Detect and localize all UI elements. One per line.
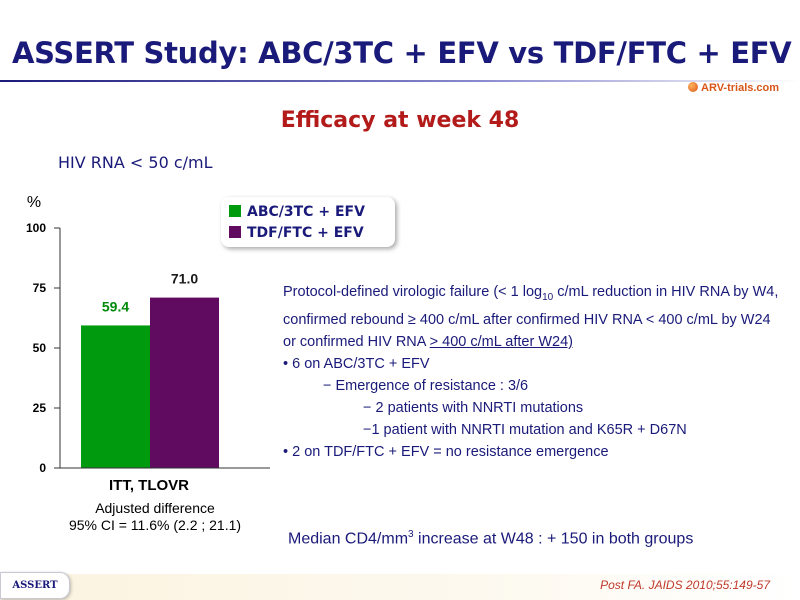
bullet-abc: • 6 on ABC/3TC + EFV	[283, 355, 430, 372]
adjusted-difference: Adjusted difference 95% CI = 11.6% (2.2 …	[40, 500, 270, 534]
chart-title: HIV RNA < 50 c/mL	[58, 153, 213, 172]
failure-text-b: c/mL reduction in HIV RNA by W4, confirm…	[283, 284, 779, 350]
bar-tdf-ftc-efv	[150, 297, 219, 468]
footer-bar	[0, 574, 800, 600]
category-label: ITT, TLOVR	[109, 477, 189, 494]
legend-label-tdf: TDF/FTC + EFV	[247, 225, 364, 241]
failure-definition: Protocol-defined virologic failure (< 1 …	[283, 281, 783, 353]
median-text-a: Median CD4/mm	[288, 530, 409, 548]
y-tick-label-50: 50	[33, 341, 47, 355]
bar-value-label-tdf: 71.0	[171, 271, 198, 287]
median-cd4-note: Median CD4/mm3 increase at W48 : + 150 i…	[288, 529, 693, 548]
virologic-failure-notes: Protocol-defined virologic failure (< 1 …	[283, 281, 783, 463]
median-superscript: 3	[408, 529, 414, 540]
bullet-resistance: − Emergence of resistance : 3/6	[323, 377, 529, 394]
y-axis-label: %	[27, 194, 41, 211]
title-rule	[0, 80, 800, 82]
failure-text-a: Protocol-defined virologic failure (< 1 …	[283, 284, 543, 300]
slide-title: ASSERT Study: ABC/3TC + EFV vs TDF/FTC +…	[12, 36, 792, 70]
bullet-tdf: • 2 on TDF/FTC + EFV = no resistance eme…	[283, 443, 609, 460]
log-subscript: 10	[542, 291, 554, 303]
citation: Post FA. JAIDS 2010;55:149-57	[600, 578, 770, 592]
assert-tab: ASSERT	[0, 572, 70, 599]
adjusted-line1: Adjusted difference	[95, 500, 215, 516]
y-tick-label-0: 0	[39, 461, 46, 475]
bar-value-label-abc: 59.4	[102, 298, 129, 314]
slide-subtitle: Efficacy at week 48	[280, 108, 520, 133]
logo-text: ARV-trials.com	[701, 82, 780, 94]
bullet-nnrti: − 2 patients with NNRTI mutations	[363, 399, 584, 416]
arv-trials-logo: ARV-trials.com	[688, 82, 779, 94]
median-text-b: increase at W48 : + 150 in both groups	[413, 530, 694, 548]
legend-swatch-tdf	[229, 226, 241, 238]
failure-text-ge: > 400 c/mL after W24)	[429, 333, 573, 350]
chart-legend: ABC/3TC + EFV TDF/FTC + EFV	[221, 197, 395, 247]
adjusted-line2: 95% CI = 11.6% (2.2 ; 21.1)	[68, 517, 242, 533]
y-tick-label-75: 75	[33, 281, 47, 295]
bar-abc-3tc-efv	[81, 325, 150, 468]
y-tick-label-100: 100	[26, 221, 46, 235]
legend-item-abc: ABC/3TC + EFV	[229, 204, 365, 220]
y-tick-label-25: 25	[33, 401, 47, 415]
bullet-k65r: −1 patient with NNRTI mutation and K65R …	[363, 421, 687, 438]
legend-swatch-abc	[229, 205, 241, 217]
logo-dot-icon	[688, 82, 698, 92]
legend-label-abc: ABC/3TC + EFV	[247, 204, 365, 220]
legend-item-tdf: TDF/FTC + EFV	[229, 225, 364, 241]
